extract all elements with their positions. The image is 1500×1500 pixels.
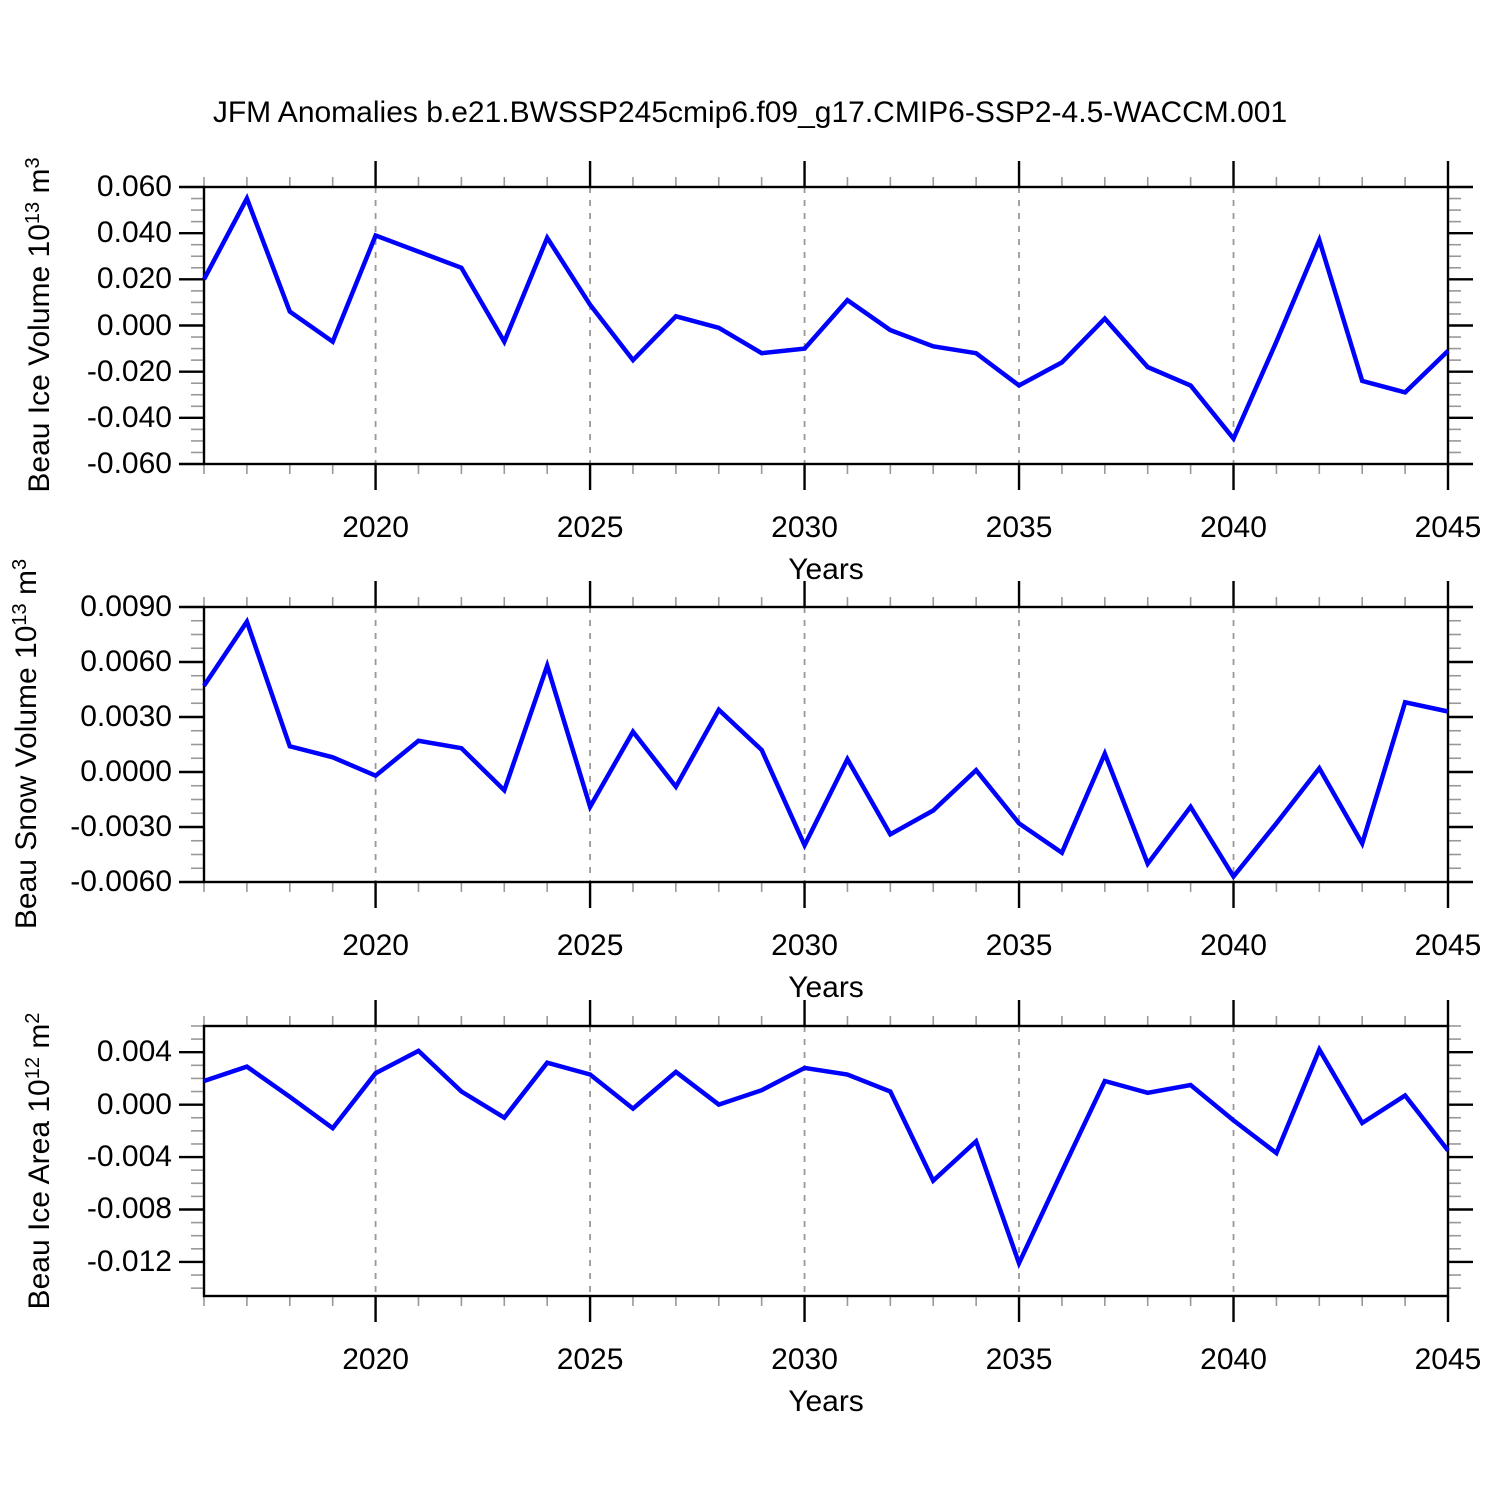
x-tick-label: 2030: [771, 1343, 838, 1376]
y-tick-label: 0.0090: [80, 590, 172, 623]
x-tick-label: 2040: [1200, 929, 1267, 962]
x-tick-label: 2040: [1200, 1343, 1267, 1376]
x-tick-label: 2030: [771, 511, 838, 544]
x-tick-label: 2045: [1414, 511, 1482, 544]
y-tick-label: 0.004: [96, 1035, 172, 1069]
y-axis-title-unit-exponent: 3: [22, 157, 44, 169]
y-tick-label: 0.000: [96, 308, 172, 342]
x-tick-label: 2020: [342, 1343, 409, 1376]
x-tick-label: 2020: [342, 511, 409, 544]
x-tick-label: 2025: [556, 1343, 624, 1376]
y-tick-label: 0.020: [96, 262, 172, 296]
y-tick-label: -0.012: [86, 1244, 172, 1278]
x-tick-label: 2035: [985, 511, 1053, 544]
y-axis-title-unit-exponent: 3: [9, 558, 31, 570]
x-tick-label: 2035: [985, 929, 1053, 962]
plot-frame: [202, 185, 1450, 466]
x-tick-label: 2020: [342, 929, 409, 962]
y-tick-label: -0.020: [86, 354, 172, 388]
x-axis-title: Years: [788, 1385, 864, 1418]
plot-frame: [202, 605, 1450, 884]
y-tick-label: -0.040: [86, 400, 172, 434]
x-axis-title: Years: [788, 553, 864, 586]
x-tick-label: 2045: [1414, 1343, 1482, 1376]
x-tick-label: 2045: [1414, 929, 1482, 962]
data-line-beau-ice-volume: [202, 193, 1450, 443]
chart-title: JFM Anomalies b.e21.BWSSP245cmip6.f09_g1…: [212, 96, 1288, 129]
plot-frame: [202, 1024, 1450, 1298]
y-tick-label: 0.060: [96, 170, 172, 203]
y-tick-label: -0.004: [86, 1140, 172, 1174]
x-tick-label: 2035: [985, 1343, 1053, 1376]
x-tick-label: 2025: [556, 511, 624, 544]
y-tick-label: -0.0030: [70, 810, 172, 843]
y-tick-label: 0.000: [96, 1087, 172, 1121]
y-tick-label: 0.0000: [80, 755, 172, 788]
y-tick-label: 0.0060: [80, 645, 172, 678]
x-tick-label: 2030: [771, 929, 838, 962]
data-line-beau-ice-area: [203, 1044, 1450, 1270]
x-axis-title: Years: [788, 971, 864, 1004]
data-line-beau-snow-volume: [202, 616, 1449, 881]
x-tick-label: 2040: [1200, 511, 1267, 544]
y-tick-label: 0.0030: [80, 700, 172, 733]
y-tick-label: -0.0060: [70, 865, 172, 898]
y-tick-label: -0.060: [86, 447, 172, 480]
y-tick-label: 0.040: [96, 216, 172, 250]
y-axis-title-unit-exponent: 2: [22, 1012, 44, 1024]
x-tick-label: 2025: [556, 929, 624, 962]
y-tick-label: -0.008: [86, 1192, 172, 1226]
